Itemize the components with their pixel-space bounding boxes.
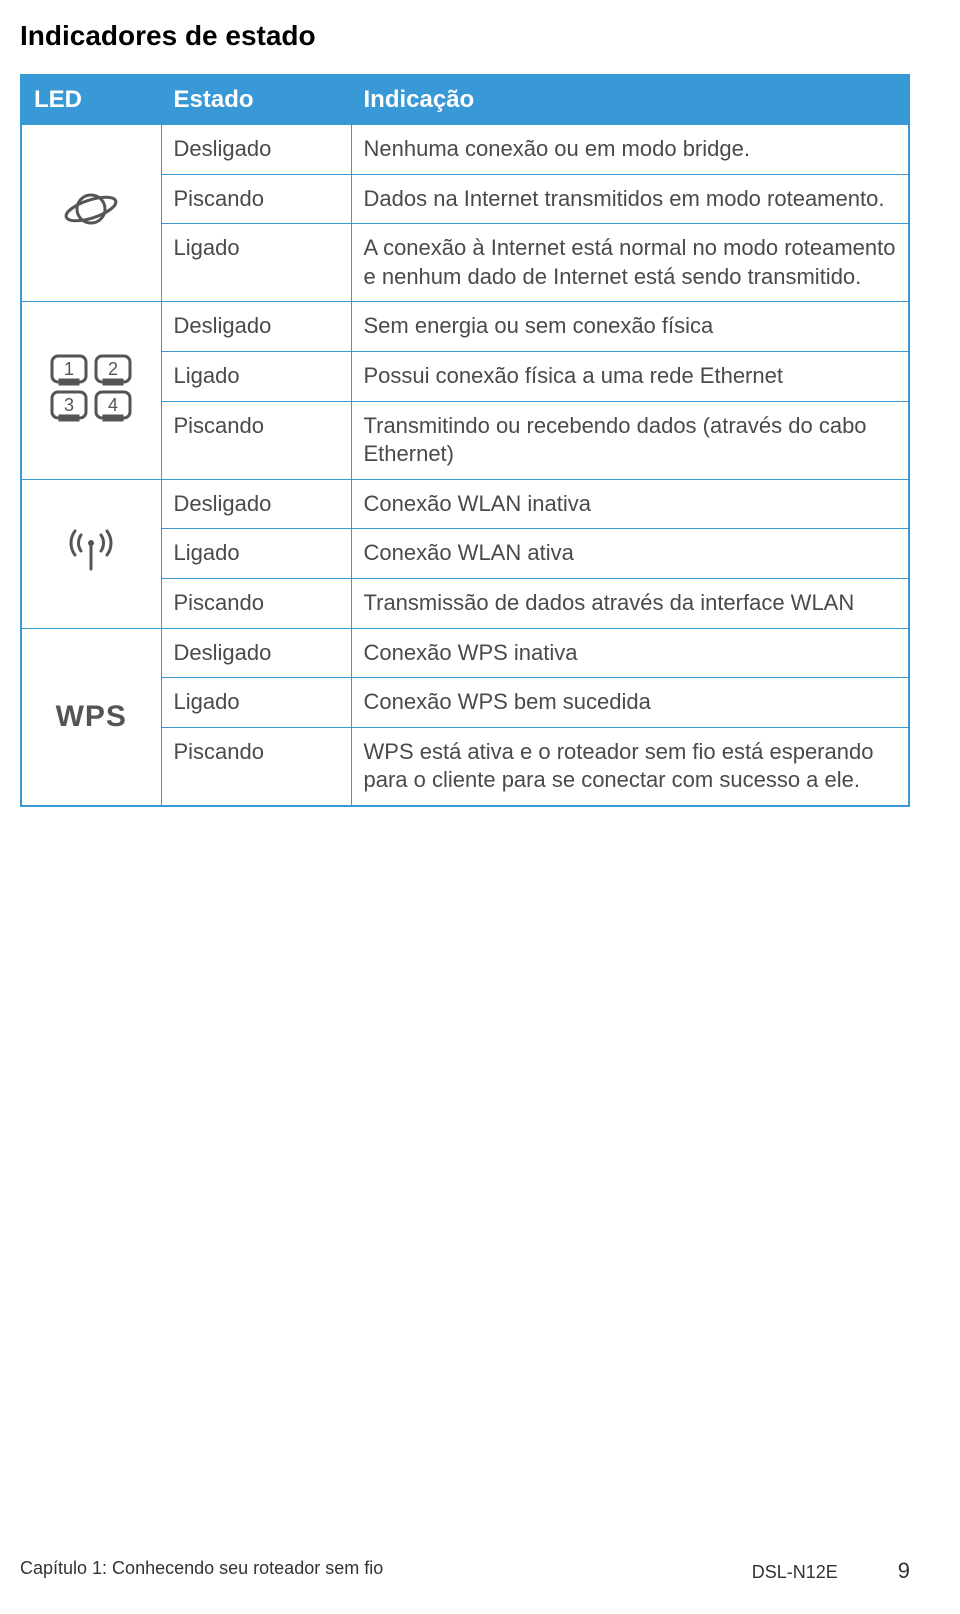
indicacao-cell: Sem energia ou sem conexão física [351,302,909,352]
col-header-indicacao: Indicação [351,75,909,125]
col-header-estado: Estado [161,75,351,125]
led-cell-internet [21,125,161,302]
indicacao-cell: Conexão WPS bem sucedida [351,678,909,728]
indicacao-cell: Transmitindo ou recebendo dados (através… [351,401,909,479]
page-footer: Capítulo 1: Conhecendo seu roteador sem … [20,1558,910,1584]
estado-cell: Desligado [161,479,351,529]
table-row: WPS Desligado Conexão WPS inativa [21,628,909,678]
port-label-1: 1 [64,359,74,379]
led-cell-wlan [21,479,161,628]
estado-cell: Ligado [161,224,351,302]
estado-cell: Piscando [161,401,351,479]
port-label-4: 4 [108,395,118,415]
indicacao-cell: Nenhuma conexão ou em modo bridge. [351,125,909,175]
estado-cell: Ligado [161,351,351,401]
indicacao-cell: WPS está ativa e o roteador sem fio está… [351,727,909,806]
estado-cell: Piscando [161,727,351,806]
wifi-icon [61,525,121,575]
estado-cell: Desligado [161,125,351,175]
ethernet-ports-icon: 1 2 3 4 [46,352,136,422]
table-row: Desligado Nenhuma conexão ou em modo bri… [21,125,909,175]
table-header-row: LED Estado Indicação [21,75,909,125]
col-header-led: LED [21,75,161,125]
estado-cell: Ligado [161,678,351,728]
indicacao-cell: Transmissão de dados através da interfac… [351,578,909,628]
wps-label: WPS [56,700,127,733]
indicacao-cell: A conexão à Internet está normal no modo… [351,224,909,302]
led-cell-wps: WPS [21,628,161,806]
port-label-2: 2 [108,359,118,379]
page-title: Indicadores de estado [20,20,910,52]
estado-cell: Ligado [161,529,351,579]
port-label-3: 3 [64,395,74,415]
estado-cell: Piscando [161,578,351,628]
status-table: LED Estado Indicação Desligado Nenhuma c… [20,74,910,807]
estado-cell: Piscando [161,174,351,224]
indicacao-cell: Dados na Internet transmitidos em modo r… [351,174,909,224]
indicacao-cell: Possui conexão física a uma rede Etherne… [351,351,909,401]
footer-chapter: Capítulo 1: Conhecendo seu roteador sem … [20,1558,383,1584]
table-row: Desligado Conexão WLAN inativa [21,479,909,529]
estado-cell: Desligado [161,302,351,352]
planet-icon [61,184,121,234]
indicacao-cell: Conexão WLAN inativa [351,479,909,529]
estado-cell: Desligado [161,628,351,678]
indicacao-cell: Conexão WPS inativa [351,628,909,678]
footer-page-number: 9 [898,1558,910,1584]
table-row: 1 2 3 4 Desligado Sem energia ou sem con… [21,302,909,352]
footer-model: DSL-N12E [752,1562,838,1583]
indicacao-cell: Conexão WLAN ativa [351,529,909,579]
led-cell-ethernet: 1 2 3 4 [21,302,161,479]
